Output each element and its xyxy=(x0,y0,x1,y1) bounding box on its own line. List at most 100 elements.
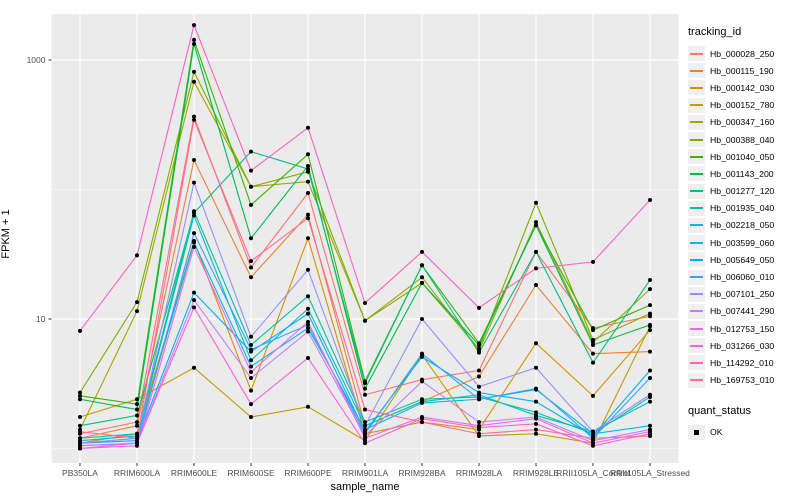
legend-tracking-items: Hb_000028_250 Hb_000115_190 Hb_000142_030 H… xyxy=(688,45,800,389)
data-point xyxy=(363,386,367,391)
data-point xyxy=(420,416,424,421)
legend-title-quant-status: quant_status xyxy=(688,404,751,417)
legend-item-Hb_000115_190: Hb_000115_190 xyxy=(688,62,800,79)
legend-key-swatch xyxy=(688,321,705,337)
data-point xyxy=(249,275,253,280)
line-swatch-icon xyxy=(690,327,703,330)
data-point xyxy=(192,209,196,214)
data-point xyxy=(135,436,139,441)
data-point xyxy=(306,166,310,171)
data-point xyxy=(420,249,424,254)
data-point xyxy=(78,393,82,398)
data-point xyxy=(306,212,310,217)
y-axis-title: FPKM + 1 xyxy=(0,209,12,259)
data-point xyxy=(306,319,310,324)
data-point xyxy=(78,415,82,420)
legend-quant-status: quant_status OK xyxy=(688,405,800,441)
data-point xyxy=(420,354,424,359)
data-point xyxy=(648,322,652,327)
data-point xyxy=(534,223,538,228)
data-point xyxy=(135,397,139,402)
data-point xyxy=(306,152,310,157)
data-point xyxy=(477,420,481,425)
legend-item-Hb_001935_040: Hb_001935_040 xyxy=(688,200,800,217)
data-point xyxy=(306,125,310,130)
legend-item-Hb_031266_030: Hb_031266_030 xyxy=(688,337,800,354)
legend-item-label: Hb_006060_010 xyxy=(710,272,775,283)
data-point xyxy=(591,429,595,434)
data-point xyxy=(648,433,652,438)
data-point xyxy=(477,368,481,373)
legend-item-Hb_000388_040: Hb_000388_040 xyxy=(688,131,800,148)
data-point xyxy=(648,328,652,333)
data-point xyxy=(648,423,652,428)
line-swatch-icon xyxy=(690,293,703,296)
data-point xyxy=(363,392,367,397)
legend-item-label: Hb_000028_250 xyxy=(710,48,775,59)
legend-item-label: Hb_169753_010 xyxy=(710,375,775,386)
line-swatch-icon xyxy=(690,155,703,158)
data-point xyxy=(249,236,253,241)
line-swatch-icon xyxy=(690,104,703,107)
legend-key-swatch xyxy=(688,46,705,62)
x-tick-label: RRIM600SE xyxy=(227,468,275,478)
data-point xyxy=(249,388,253,393)
data-point xyxy=(78,390,82,395)
data-point xyxy=(420,317,424,321)
legend-item-label: Hb_000347_160 xyxy=(710,117,775,128)
legend-item-label: Hb_000115_190 xyxy=(710,65,774,76)
legend-key-swatch xyxy=(688,372,705,388)
legend-item-Hb_001143_200: Hb_001143_200 xyxy=(688,165,800,182)
legend-item-label: Hb_114292_010 xyxy=(710,357,774,368)
line-swatch-icon xyxy=(690,138,703,141)
data-point xyxy=(249,347,253,352)
data-point xyxy=(192,69,196,74)
data-point xyxy=(648,392,652,397)
data-point xyxy=(192,41,196,46)
legend-key-swatch xyxy=(688,269,705,285)
legend-item-label: Hb_012753_150 xyxy=(710,323,775,334)
data-point xyxy=(78,423,82,428)
legend-key-swatch xyxy=(688,149,705,165)
legend-item-Hb_003599_060: Hb_003599_060 xyxy=(688,234,800,251)
legend-item-Hb_000142_030: Hb_000142_030 xyxy=(688,79,800,96)
data-point xyxy=(78,397,82,402)
line-swatch-icon xyxy=(690,190,703,193)
data-point xyxy=(192,290,196,295)
legend-item-Hb_005649_050: Hb_005649_050 xyxy=(688,251,800,268)
legend-item-Hb_114292_010: Hb_114292_010 xyxy=(688,354,800,371)
data-point xyxy=(135,402,139,407)
data-point xyxy=(192,117,196,122)
data-point xyxy=(477,390,481,395)
line-swatch-icon xyxy=(690,310,703,313)
data-point xyxy=(534,249,538,254)
line-swatch-icon xyxy=(690,86,703,89)
data-point xyxy=(648,368,652,373)
legend-key-swatch xyxy=(688,355,705,371)
data-point xyxy=(363,381,367,386)
legend-item-label: Hb_002218_050 xyxy=(710,220,775,231)
data-point xyxy=(477,305,481,310)
legend-item-label: Hb_007441_290 xyxy=(710,306,775,317)
point-icon xyxy=(694,429,699,435)
data-point xyxy=(648,311,652,316)
data-point xyxy=(306,322,310,327)
data-point xyxy=(534,365,538,370)
legend-item-label: Hb_003599_060 xyxy=(710,237,775,248)
data-point xyxy=(477,397,481,402)
data-point xyxy=(363,420,367,425)
legend-item-label: Hb_000152_780 xyxy=(710,100,775,111)
legend-item-label: Hb_001040_050 xyxy=(710,151,775,162)
legend-key-swatch xyxy=(688,303,705,319)
data-point xyxy=(306,311,310,316)
data-point xyxy=(477,342,481,347)
legend-item-label: Hb_007101_250 xyxy=(710,289,775,300)
x-tick-label: RRIM600LE xyxy=(171,468,218,478)
legend-item-label: Hb_000388_040 xyxy=(710,134,775,145)
data-point xyxy=(135,407,139,412)
legend-item-Hb_007101_250: Hb_007101_250 xyxy=(688,286,800,303)
data-point xyxy=(306,326,310,331)
data-point xyxy=(78,443,82,448)
legend-item-label: Hb_001143_200 xyxy=(710,168,774,179)
